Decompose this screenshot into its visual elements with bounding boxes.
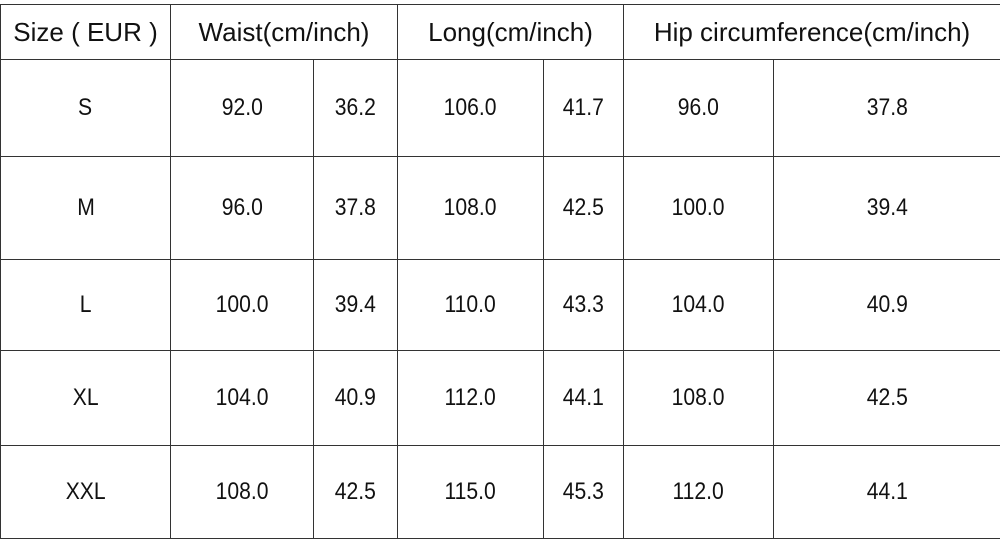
measure-cell: 104.0 xyxy=(171,351,314,446)
header-row: Size ( EUR )Waist(cm/inch)Long(cm/inch)H… xyxy=(1,5,1000,60)
measure-cell: 44.1 xyxy=(774,446,1000,539)
cell-text: 43.3 xyxy=(563,291,604,319)
measure-cell: 96.0 xyxy=(171,157,314,260)
table-row: M 96.0 37.8 108.0 42.5 100.0 39.4 xyxy=(1,157,1000,260)
measure-cell: 36.2 xyxy=(314,60,398,157)
size-cell: XL xyxy=(1,351,171,446)
size-cell: L xyxy=(1,260,171,351)
cell-text: 100.0 xyxy=(216,291,269,319)
cell-text: 92.0 xyxy=(221,94,262,122)
cell-text: 115.0 xyxy=(445,478,496,506)
cell-text: 100.0 xyxy=(672,194,725,222)
cell-text: 110.0 xyxy=(445,291,496,319)
measure-cell: 45.3 xyxy=(544,446,624,539)
cell-text: 42.5 xyxy=(335,478,376,506)
measure-cell: 40.9 xyxy=(774,260,1000,351)
measure-cell: 44.1 xyxy=(544,351,624,446)
cell-text: 36.2 xyxy=(335,94,376,122)
measure-cell: 42.5 xyxy=(544,157,624,260)
cell-text: 44.1 xyxy=(866,478,907,506)
table-row: XXL 108.0 42.5 115.0 45.3 112.0 44.1 xyxy=(1,446,1000,539)
header-cell: Waist(cm/inch) xyxy=(171,5,398,60)
cell-text: XXL xyxy=(66,478,106,506)
header-cell: Size ( EUR ) xyxy=(1,5,171,60)
header-cell: Hip circumference(cm/inch) xyxy=(624,5,1000,60)
measure-cell: 108.0 xyxy=(171,446,314,539)
measure-cell: 37.8 xyxy=(774,60,1000,157)
cell-text: 37.8 xyxy=(866,94,907,122)
size-cell: XXL xyxy=(1,446,171,539)
cell-text: 112.0 xyxy=(673,478,724,506)
cell-text: XL xyxy=(73,384,99,412)
table-row: XL 104.0 40.9 112.0 44.1 108.0 42.5 xyxy=(1,351,1000,446)
cell-text: 40.9 xyxy=(335,384,376,412)
size-cell: S xyxy=(1,60,171,157)
measure-cell: 96.0 xyxy=(624,60,774,157)
measure-cell: 43.3 xyxy=(544,260,624,351)
measure-cell: 108.0 xyxy=(398,157,544,260)
cell-text: 108.0 xyxy=(672,384,725,412)
measure-cell: 41.7 xyxy=(544,60,624,157)
measure-cell: 106.0 xyxy=(398,60,544,157)
measure-cell: 40.9 xyxy=(314,351,398,446)
measure-cell: 100.0 xyxy=(624,157,774,260)
measure-cell: 112.0 xyxy=(398,351,544,446)
measure-cell: 39.4 xyxy=(774,157,1000,260)
table-row: L 100.0 39.4 110.0 43.3 104.0 40.9 xyxy=(1,260,1000,351)
cell-text: 108.0 xyxy=(444,194,497,222)
cell-text: 42.5 xyxy=(866,384,907,412)
measure-cell: 112.0 xyxy=(624,446,774,539)
table-row: S 92.0 36.2 106.0 41.7 96.0 37.8 xyxy=(1,60,1000,157)
cell-text: 104.0 xyxy=(216,384,269,412)
measure-cell: 42.5 xyxy=(774,351,1000,446)
measure-cell: 37.8 xyxy=(314,157,398,260)
table-header: Size ( EUR )Waist(cm/inch)Long(cm/inch)H… xyxy=(1,5,1000,60)
measure-cell: 42.5 xyxy=(314,446,398,539)
measure-cell: 39.4 xyxy=(314,260,398,351)
cell-text: 39.4 xyxy=(866,194,907,222)
measure-cell: 110.0 xyxy=(398,260,544,351)
measure-cell: 92.0 xyxy=(171,60,314,157)
size-cell: M xyxy=(1,157,171,260)
page: Size ( EUR )Waist(cm/inch)Long(cm/inch)H… xyxy=(0,4,1000,549)
cell-text: 96.0 xyxy=(221,194,262,222)
table-body: S 92.0 36.2 106.0 41.7 96.0 37.8 M 96.0 37.8 108.0… xyxy=(1,60,1000,539)
size-table: Size ( EUR )Waist(cm/inch)Long(cm/inch)H… xyxy=(0,4,1000,539)
cell-text: 106.0 xyxy=(444,94,497,122)
cell-text: 41.7 xyxy=(563,94,604,122)
cell-text: 45.3 xyxy=(563,478,604,506)
measure-cell: 108.0 xyxy=(624,351,774,446)
measure-cell: 115.0 xyxy=(398,446,544,539)
cell-text: 40.9 xyxy=(866,291,907,319)
header-cell: Long(cm/inch) xyxy=(398,5,624,60)
cell-text: 96.0 xyxy=(678,94,719,122)
cell-text: 108.0 xyxy=(216,478,269,506)
cell-text: 39.4 xyxy=(335,291,376,319)
cell-text: 42.5 xyxy=(563,194,604,222)
cell-text: 37.8 xyxy=(335,194,376,222)
measure-cell: 100.0 xyxy=(171,260,314,351)
cell-text: S xyxy=(78,94,92,122)
measure-cell: 104.0 xyxy=(624,260,774,351)
cell-text: 44.1 xyxy=(563,384,604,412)
cell-text: 112.0 xyxy=(445,384,496,412)
cell-text: L xyxy=(80,291,92,319)
cell-text: M xyxy=(77,194,95,222)
cell-text: 104.0 xyxy=(672,291,725,319)
